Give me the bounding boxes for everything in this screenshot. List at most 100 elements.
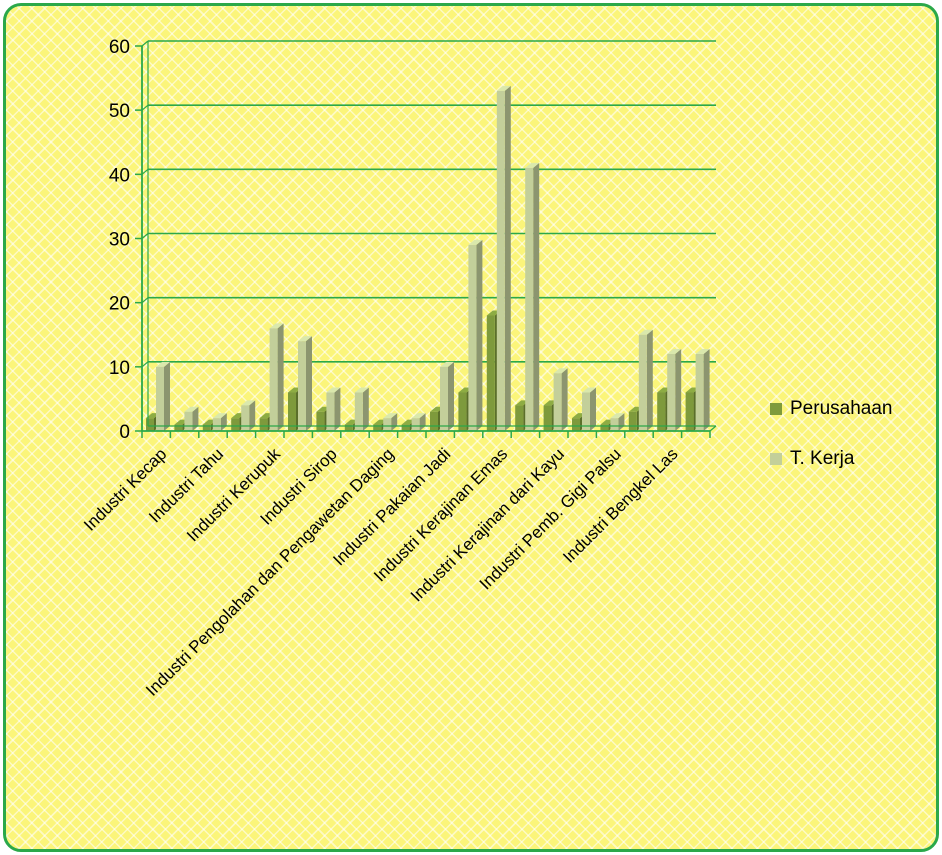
bar-top bbox=[241, 400, 256, 406]
y-tick-label-30: 30 bbox=[109, 230, 130, 251]
bar-front bbox=[468, 244, 477, 431]
y-tick-label-50: 50 bbox=[109, 101, 130, 122]
bar-top bbox=[326, 387, 341, 393]
bar-side bbox=[476, 239, 483, 431]
bar-front bbox=[316, 411, 325, 431]
bar-top bbox=[553, 368, 568, 374]
bar-top bbox=[440, 361, 454, 367]
bar-t-kerja-19 bbox=[695, 349, 710, 431]
bar-front bbox=[628, 411, 637, 431]
bar-front bbox=[373, 424, 382, 431]
bar-side bbox=[362, 387, 369, 431]
bar-side bbox=[334, 387, 341, 431]
y-tick-label-60: 60 bbox=[109, 37, 130, 58]
bar-front bbox=[269, 328, 278, 431]
bars bbox=[146, 85, 710, 432]
gridline-depth-30 bbox=[141, 233, 149, 239]
bar-top bbox=[610, 413, 625, 419]
bar-top bbox=[184, 406, 199, 412]
bar-front bbox=[695, 354, 704, 431]
bar-t-kerja-1 bbox=[184, 406, 199, 431]
bar-top bbox=[525, 162, 540, 168]
axes bbox=[135, 41, 717, 438]
bar-front bbox=[543, 405, 552, 431]
bar-front bbox=[184, 411, 193, 431]
bar-front bbox=[496, 90, 505, 432]
bar-front bbox=[515, 405, 524, 431]
bar-side bbox=[249, 400, 256, 431]
bar-front bbox=[572, 418, 580, 431]
bar-side bbox=[448, 361, 454, 431]
bar-top bbox=[298, 336, 312, 342]
bar-front bbox=[231, 418, 240, 431]
bar-side bbox=[533, 162, 540, 431]
bar-top bbox=[695, 349, 710, 354]
bar-front bbox=[383, 418, 392, 431]
bar-t-kerja-13 bbox=[525, 162, 540, 431]
bar-front bbox=[298, 341, 306, 431]
bar-front bbox=[202, 424, 211, 431]
bar-front bbox=[582, 392, 590, 431]
bar-top bbox=[156, 361, 170, 367]
y-tick-label-40: 40 bbox=[109, 165, 130, 186]
gridlines bbox=[141, 40, 716, 368]
bar-side bbox=[192, 406, 199, 431]
bar-side bbox=[164, 361, 170, 431]
gridline-depth-40 bbox=[141, 168, 149, 175]
bar-front bbox=[174, 424, 183, 431]
bar-front bbox=[401, 424, 410, 431]
bar-top bbox=[354, 387, 369, 393]
legend-swatch-t-kerja bbox=[770, 453, 782, 465]
bar-top bbox=[667, 349, 682, 354]
bar-side bbox=[277, 323, 284, 431]
bar-front bbox=[610, 418, 619, 431]
bar-t-kerja-4 bbox=[269, 323, 284, 431]
bar-t-kerja-3 bbox=[241, 400, 256, 431]
bar-side bbox=[646, 329, 653, 431]
x-tick-label-18: Industri Bengkel Las bbox=[559, 444, 681, 566]
bar-top bbox=[383, 413, 398, 419]
bar-front bbox=[638, 334, 647, 431]
bar-front bbox=[667, 354, 676, 431]
bar-top bbox=[582, 387, 596, 393]
bar-t-kerja-18 bbox=[667, 349, 682, 431]
bar-t-kerja-10 bbox=[440, 361, 454, 431]
bar-front bbox=[440, 366, 448, 431]
gridline-depth-60 bbox=[141, 40, 149, 47]
bar-top bbox=[269, 323, 284, 329]
bar-front bbox=[354, 392, 363, 431]
gridline-depth-50 bbox=[141, 104, 149, 111]
bar-t-kerja-5 bbox=[298, 336, 312, 431]
legend-label-perusahaan: Perusahaan bbox=[790, 398, 893, 419]
bar-t-kerja-9 bbox=[411, 413, 426, 431]
bar-t-kerja-2 bbox=[212, 413, 227, 431]
bar-front bbox=[430, 411, 438, 431]
y-tick-label-0: 0 bbox=[119, 422, 130, 443]
bar-side bbox=[703, 349, 710, 431]
bar-t-kerja-6 bbox=[326, 387, 341, 431]
chart-frame: 0 10 20 30 40 50 60 Industri Kecap Industri Tahu… bbox=[3, 3, 939, 852]
bar-side bbox=[590, 387, 596, 431]
bar-t-kerja-7 bbox=[354, 387, 369, 431]
y-tick-label-20: 20 bbox=[109, 294, 130, 315]
legend-swatch-perusahaan bbox=[770, 403, 782, 415]
bar-top bbox=[468, 239, 483, 245]
bar-t-kerja-16 bbox=[610, 413, 625, 431]
legend-item-t-kerja: T. Kerja bbox=[770, 446, 892, 472]
bar-front bbox=[326, 392, 335, 431]
bar-t-kerja-11 bbox=[468, 239, 483, 431]
bar-front bbox=[241, 405, 250, 431]
bar-top bbox=[638, 329, 653, 335]
bar-side bbox=[504, 85, 511, 432]
bar-side bbox=[675, 349, 682, 431]
legend: Perusahaan T. Kerja bbox=[770, 396, 892, 496]
bar-t-kerja-12 bbox=[496, 85, 511, 432]
bar-side bbox=[561, 368, 568, 431]
bar-t-kerja-0 bbox=[156, 361, 170, 431]
bar-front bbox=[146, 418, 154, 431]
x-axis-end bbox=[709, 425, 717, 432]
bar-front bbox=[600, 424, 609, 431]
bar-side bbox=[306, 336, 312, 431]
